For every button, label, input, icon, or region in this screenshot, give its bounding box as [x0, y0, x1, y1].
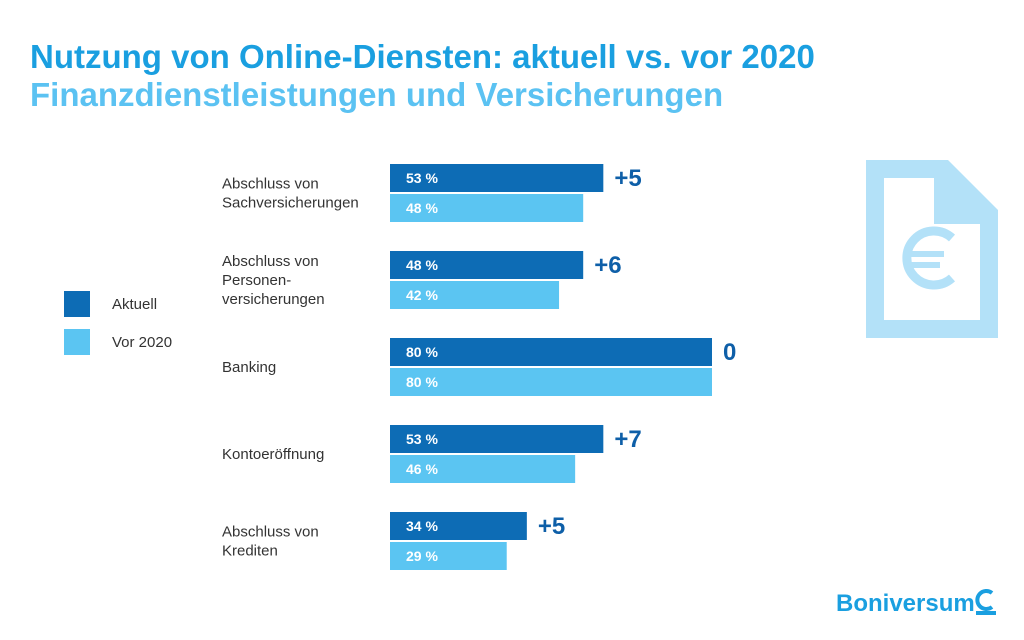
legend-swatch-vor-2020 [64, 329, 90, 355]
difference-label: 0 [723, 339, 736, 366]
difference-label: +5 [614, 165, 641, 192]
category-label: Banking [222, 359, 276, 376]
bar-value-label: 80 % [406, 374, 438, 390]
chart-subtitle: Finanzdienstleistungen und Versicherunge… [30, 76, 724, 113]
category-label: Kontoeröffnung [222, 446, 324, 463]
bar-value-label: 42 % [406, 287, 438, 303]
difference-label: +6 [594, 252, 621, 279]
bar-aktuell [390, 251, 584, 279]
bar-value-label: 53 % [406, 170, 438, 186]
bar-vor-2020 [390, 194, 584, 222]
bar-value-label: 53 % [406, 431, 438, 447]
difference-label: +5 [538, 513, 565, 540]
bar-aktuell [390, 425, 604, 453]
bar-vor-2020 [390, 281, 560, 309]
category-label: Abschluss von Krediten [222, 524, 319, 560]
bar-vor-2020 [390, 368, 712, 396]
boniversum-logo-icon [975, 589, 996, 615]
legend-swatch-aktuell [64, 291, 90, 317]
bar-aktuell [390, 338, 712, 366]
legend-label-aktuell: Aktuell [112, 296, 158, 313]
chart-title: Nutzung von Online-Diensten: aktuell vs.… [30, 38, 815, 75]
bar-value-label: 46 % [406, 461, 438, 477]
bar-value-label: 29 % [406, 548, 438, 564]
brand-logo-text: Boniversum [836, 590, 975, 617]
legend-label-vor-2020: Vor 2020 [112, 334, 173, 351]
bar-vor-2020 [390, 542, 507, 570]
bar-aktuell [390, 164, 604, 192]
bar-aktuell [390, 512, 527, 540]
bar-value-label: 80 % [406, 344, 438, 360]
bar-vor-2020 [390, 455, 576, 483]
category-label: Abschluss von Sachversicherungen [222, 176, 359, 212]
category-label: Abschluss von Personen-versicherungen [222, 253, 325, 308]
bar-value-label: 48 % [406, 257, 438, 273]
euro-document-icon [866, 160, 998, 338]
difference-label: +7 [614, 426, 641, 453]
bar-value-label: 48 % [406, 200, 438, 216]
bar-value-label: 34 % [406, 518, 438, 534]
